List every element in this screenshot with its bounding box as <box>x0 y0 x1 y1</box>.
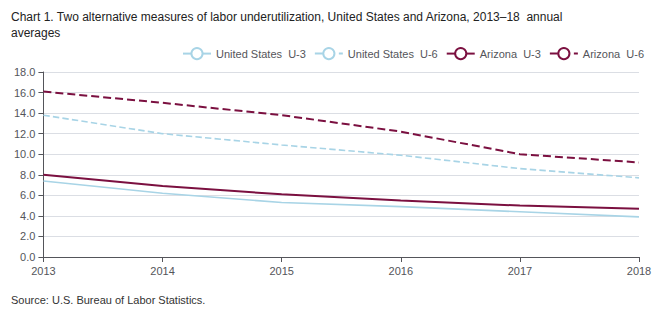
svg-text:United States U-3: United States U-3 <box>216 48 306 60</box>
svg-text:2.0: 2.0 <box>20 230 35 242</box>
svg-text:Arizona U-3: Arizona U-3 <box>480 48 541 60</box>
svg-text:6.0: 6.0 <box>20 189 35 201</box>
svg-text:8.0: 8.0 <box>20 169 35 181</box>
svg-text:United States U-6: United States U-6 <box>348 48 438 60</box>
svg-text:2018: 2018 <box>627 265 651 277</box>
svg-text:0.0: 0.0 <box>20 251 35 263</box>
svg-text:Source: U.S. Bureau of Labor S: Source: U.S. Bureau of Labor Statistics. <box>11 294 205 306</box>
svg-text:2014: 2014 <box>150 265 174 277</box>
svg-text:18.0: 18.0 <box>14 66 35 78</box>
svg-text:2016: 2016 <box>389 265 413 277</box>
svg-text:4.0: 4.0 <box>20 210 35 222</box>
svg-text:14.0: 14.0 <box>14 107 35 119</box>
svg-text:16.0: 16.0 <box>14 87 35 99</box>
svg-text:2013: 2013 <box>31 265 55 277</box>
svg-text:Chart 1. Two alternative measu: Chart 1. Two alternative measures of lab… <box>11 10 562 24</box>
svg-text:2017: 2017 <box>508 265 532 277</box>
svg-text:12.0: 12.0 <box>14 128 35 140</box>
svg-text:averages: averages <box>11 26 60 40</box>
svg-text:10.0: 10.0 <box>14 148 35 160</box>
svg-text:Arizona U-6: Arizona U-6 <box>583 48 644 60</box>
svg-text:2015: 2015 <box>269 265 293 277</box>
